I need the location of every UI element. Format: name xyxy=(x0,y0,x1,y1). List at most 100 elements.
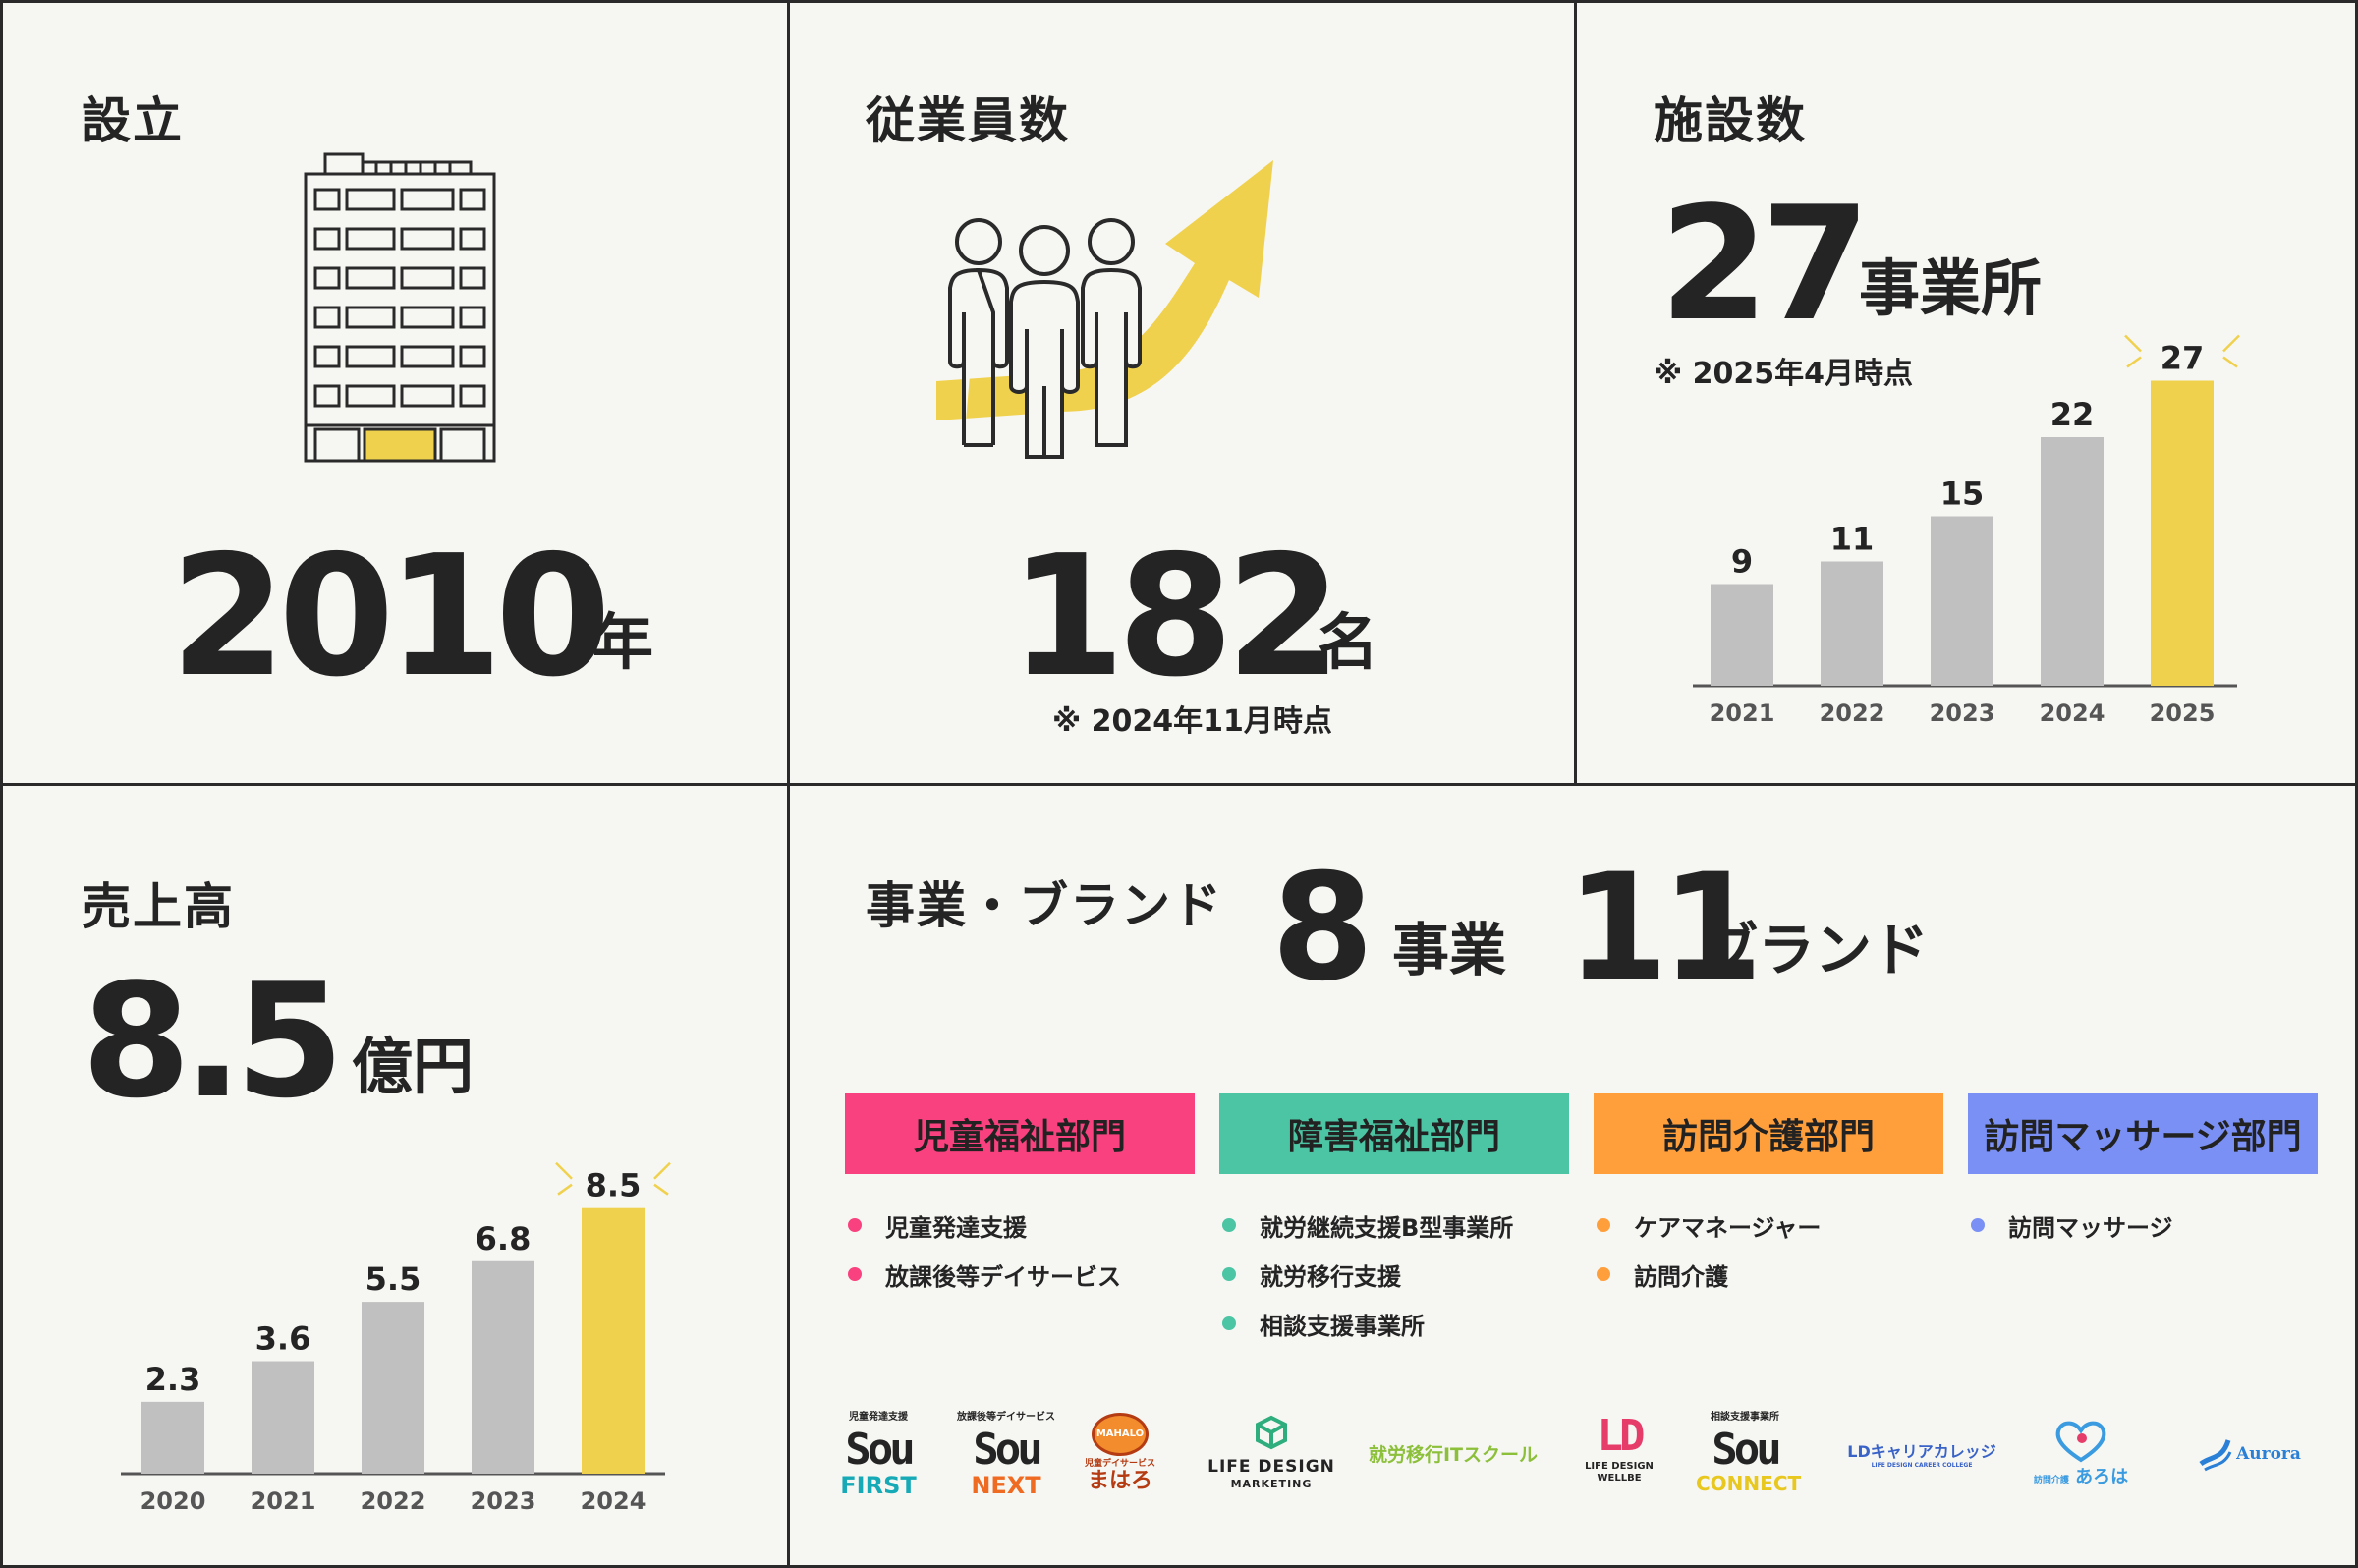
brand-name: LIFE DESIGN xyxy=(1207,1457,1335,1477)
brand-subname: NEXT xyxy=(971,1472,1041,1499)
x-tick-label: 2024 xyxy=(2040,700,2105,727)
brand-logo-sou-first: 児童発達支援 Sou FIRST xyxy=(839,1412,918,1499)
brand-name: LIFE DESIGN xyxy=(1585,1461,1654,1472)
cube-icon xyxy=(1256,1415,1287,1450)
bar-value-label: 8.5 xyxy=(586,1167,642,1204)
brand-name: Sou xyxy=(845,1425,915,1475)
founded-year: 2010 xyxy=(170,520,611,714)
highlight-spark-icon xyxy=(555,1161,671,1196)
brand-name: Aurora xyxy=(2236,1443,2301,1464)
item-label: 就労移行支援 xyxy=(1260,1262,1401,1291)
bar xyxy=(2041,437,2104,686)
revenue-panel: 売上高 8.5 億円 2.3 2020 3.6 2021 5.5 2022 6.8 2023 8… xyxy=(0,783,790,1568)
dept-home-massage: 訪問マッサージ部門 xyxy=(1968,1093,2318,1174)
dept-child-welfare: 児童福祉部門 xyxy=(845,1093,1195,1174)
bar-value-label: 5.5 xyxy=(365,1260,421,1298)
facilities-unit: 事業所 xyxy=(1859,252,2043,324)
brand-name: Sou xyxy=(1712,1425,1781,1475)
x-tick-label: 2022 xyxy=(361,1487,426,1515)
facilities-title: 施設数 xyxy=(1654,92,1807,149)
x-tick-label: 2021 xyxy=(1710,700,1775,727)
employees-title: 従業員数 xyxy=(866,92,1070,149)
dept-home-care-list: ケアマネージャー 訪問介護 xyxy=(1594,1201,1821,1299)
bullet-dot xyxy=(1597,1218,1610,1232)
list-item: 就労移行支援 xyxy=(1219,1250,1513,1299)
wellbe-mark-icon: LD xyxy=(1597,1411,1646,1461)
brand-subname: WELLBE xyxy=(1597,1473,1642,1484)
wave-icon xyxy=(2199,1439,2232,1472)
x-tick-label: 2023 xyxy=(1930,700,1995,727)
business-count-unit: 事業 xyxy=(1392,917,1507,983)
revenue-title: 売上高 xyxy=(82,878,235,935)
highlight-spark-icon xyxy=(2124,334,2240,368)
dept-child-welfare-list: 児童発達支援 放課後等デイサービス xyxy=(845,1201,1121,1299)
bar-value-label: 27 xyxy=(2161,340,2205,377)
x-tick-label: 2022 xyxy=(1820,700,1885,727)
people-growth-icon xyxy=(936,160,1273,459)
heart-icon xyxy=(2055,1421,2106,1463)
facilities-note: ※ 2025年4月時点 xyxy=(1654,357,1913,391)
facilities-bar-chart: 9 2021 11 2022 15 2023 22 2024 27 2025 xyxy=(1693,334,2240,727)
bar xyxy=(472,1260,534,1474)
brand-caption: 訪問介護 xyxy=(2033,1476,2069,1485)
bar-value-label: 22 xyxy=(2050,396,2095,433)
x-tick-label: 2020 xyxy=(140,1487,206,1515)
bar xyxy=(1931,516,1993,686)
revenue-bar-chart: 2.3 2020 3.6 2021 5.5 2022 6.8 2023 8.5 2024 xyxy=(121,1161,671,1515)
item-label: 相談支援事業所 xyxy=(1260,1312,1425,1340)
x-tick-label: 2023 xyxy=(471,1487,536,1515)
x-tick-label: 2024 xyxy=(581,1487,646,1515)
list-item: 訪問マッサージ xyxy=(1968,1201,2173,1250)
x-tick-label: 2021 xyxy=(251,1487,316,1515)
brand-caption: 相談支援事業所 xyxy=(1711,1412,1779,1423)
x-tick-label: 2025 xyxy=(2150,700,2216,727)
bullet-dot xyxy=(1971,1218,1985,1232)
bar-value-label: 9 xyxy=(1731,543,1753,581)
item-label: 放課後等デイサービス xyxy=(885,1262,1121,1291)
brand-logo-aroha: 訪問介護 あろは xyxy=(2030,1419,2132,1486)
brand-name: まはろ xyxy=(1087,1469,1152,1493)
dept-disability-welfare-list: 就労継続支援B型事業所 就労移行支援 相談支援事業所 xyxy=(1219,1201,1513,1348)
facilities-panel: 施設数 27 事業所 ※ 2025年4月時点 9 2021 11 2022 15 2023… xyxy=(1574,0,2358,786)
brand-name: あろは xyxy=(2075,1467,2129,1487)
bar-value-label: 3.6 xyxy=(255,1320,311,1358)
item-label: 訪問介護 xyxy=(1634,1262,1728,1291)
list-item: 放課後等デイサービス xyxy=(845,1250,1121,1299)
brand-caption: 児童デイサービス xyxy=(1084,1459,1155,1469)
bar-value-label: 11 xyxy=(1830,521,1875,558)
item-label: 訪問マッサージ xyxy=(2008,1213,2173,1242)
brand-subname: FIRST xyxy=(840,1472,917,1499)
business-panel: 事業・ブランド 8 事業 11 ブランド 児童福祉部門 児童発達支援 放課後等デ… xyxy=(787,783,2358,1568)
business-count: 8 xyxy=(1271,843,1374,1014)
bullet-dot xyxy=(1597,1267,1610,1281)
brand-name: LDキャリアカレッジ xyxy=(1847,1442,1996,1461)
bar-value-label: 2.3 xyxy=(145,1361,201,1398)
mahalo-badge-icon: MAHALO xyxy=(1092,1413,1149,1456)
bar xyxy=(1821,561,1883,686)
brand-count-unit: ブランド xyxy=(1701,917,1930,983)
brand-logo-it-school: 就労移行ITスクール xyxy=(1368,1444,1539,1466)
facilities-count: 27 xyxy=(1659,172,1871,356)
list-item: 児童発達支援 xyxy=(845,1201,1121,1250)
bullet-dot xyxy=(1222,1316,1236,1330)
list-item: 相談支援事業所 xyxy=(1219,1299,1513,1348)
bar xyxy=(582,1207,645,1474)
founded-unit: 年 xyxy=(592,606,654,678)
business-title: 事業・ブランド xyxy=(866,877,1223,934)
item-label: 就労継続支援B型事業所 xyxy=(1260,1213,1514,1242)
employees-panel: 従業員数 182 名 ※ 2024年11月時点 xyxy=(787,0,1577,786)
office-building-icon xyxy=(304,152,496,463)
brand-subname: CONNECT xyxy=(1696,1472,1802,1495)
bar xyxy=(362,1302,424,1474)
list-item: ケアマネージャー xyxy=(1594,1201,1821,1250)
dept-home-care: 訪問介護部門 xyxy=(1594,1093,1943,1174)
brand-caption: 放課後等デイサービス xyxy=(957,1412,1055,1423)
brand-logo-aurora: Aurora xyxy=(2180,1434,2318,1474)
item-label: ケアマネージャー xyxy=(1634,1213,1822,1242)
employees-count: 182 xyxy=(1009,520,1342,714)
brand-caption: 児童発達支援 xyxy=(849,1412,908,1423)
employees-note: ※ 2024年11月時点 xyxy=(1052,704,1332,739)
founded-panel: 設立 2010 年 xyxy=(0,0,790,786)
bar xyxy=(2151,380,2214,686)
bar xyxy=(141,1401,204,1474)
